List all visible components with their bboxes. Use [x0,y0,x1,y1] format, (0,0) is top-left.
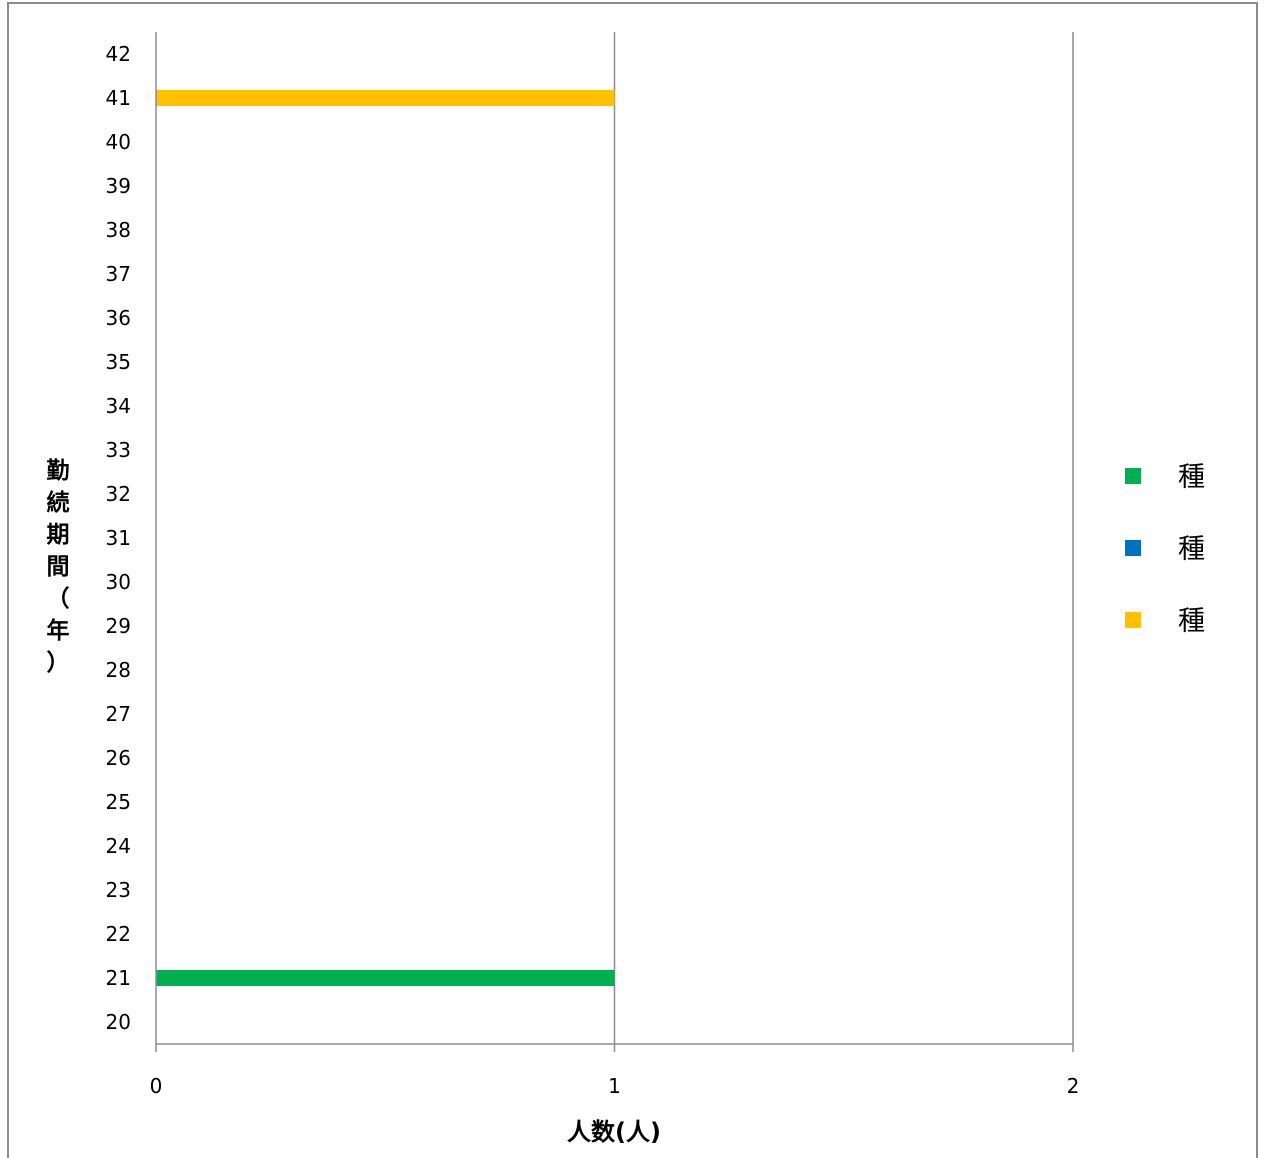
y-tick-label-33: 33 [106,438,131,462]
y-tick-label-24: 24 [106,834,131,858]
legend-swatch-2 [1125,612,1141,628]
gridlines [613,32,1074,1044]
x-axis-title: 人数(人) [567,1118,661,1146]
y-tick-label-20: 20 [106,1010,131,1034]
y-tick-label-23: 23 [106,878,131,902]
y-tick-label-36: 36 [106,306,131,330]
y-tick-label-32: 32 [106,482,131,506]
y-tick-label-40: 40 [106,130,131,154]
y-tick-label-30: 30 [106,570,131,594]
y-tick-label-26: 26 [106,746,131,770]
y-axis-title-char: 間 [47,554,70,580]
y-axis-title-char: （ [47,585,70,612]
y-tick-label-27: 27 [106,702,131,726]
y-axis-title-char: 続 [47,489,70,516]
y-axis-title-char: 年 [47,617,70,644]
y-tick-label-31: 31 [106,526,131,550]
legend: 種種種 [1125,462,1205,637]
legend-swatch-0 [1125,468,1141,484]
legend-label-1: 種 [1178,534,1205,565]
y-tick-label-21: 21 [106,966,131,990]
legend-label-2: 種 [1178,606,1205,637]
y-tick-label-29: 29 [106,614,131,638]
y-tick-label-41: 41 [106,86,131,110]
y-tick-label-22: 22 [106,922,131,946]
bars [156,90,615,986]
y-tick-label-42: 42 [106,42,131,66]
y-axis-title-char: 期 [47,522,70,548]
y-tick-label-28: 28 [106,658,131,682]
legend-label-0: 種 [1178,462,1205,493]
y-tick-labels: 20 21 22 23 24 25 26 27 28 29 30 31 32 33 34 35 36 37 38 39… [106,42,131,1034]
x-tick-label-1: 1 [608,1074,621,1098]
y-tick-label-39: 39 [106,174,131,198]
axes [155,32,1074,1052]
bar-21-series-0 [156,970,615,986]
y-tick-label-25: 25 [106,790,131,814]
y-tick-label-34: 34 [106,394,131,418]
x-tick-label-2: 2 [1067,1074,1080,1098]
y-tick-label-38: 38 [106,218,131,242]
bar-41-series-2 [156,90,615,106]
x-tick-labels: 0 1 2 [150,1074,1080,1098]
x-tick-label-0: 0 [150,1074,163,1098]
y-tick-label-35: 35 [106,350,131,374]
chart-border [7,2,1258,1158]
y-axis-title-char: ） [47,649,70,676]
y-tick-label-37: 37 [106,262,131,286]
legend-swatch-1 [1125,540,1141,556]
y-axis-title-char: 勤 [47,458,70,484]
